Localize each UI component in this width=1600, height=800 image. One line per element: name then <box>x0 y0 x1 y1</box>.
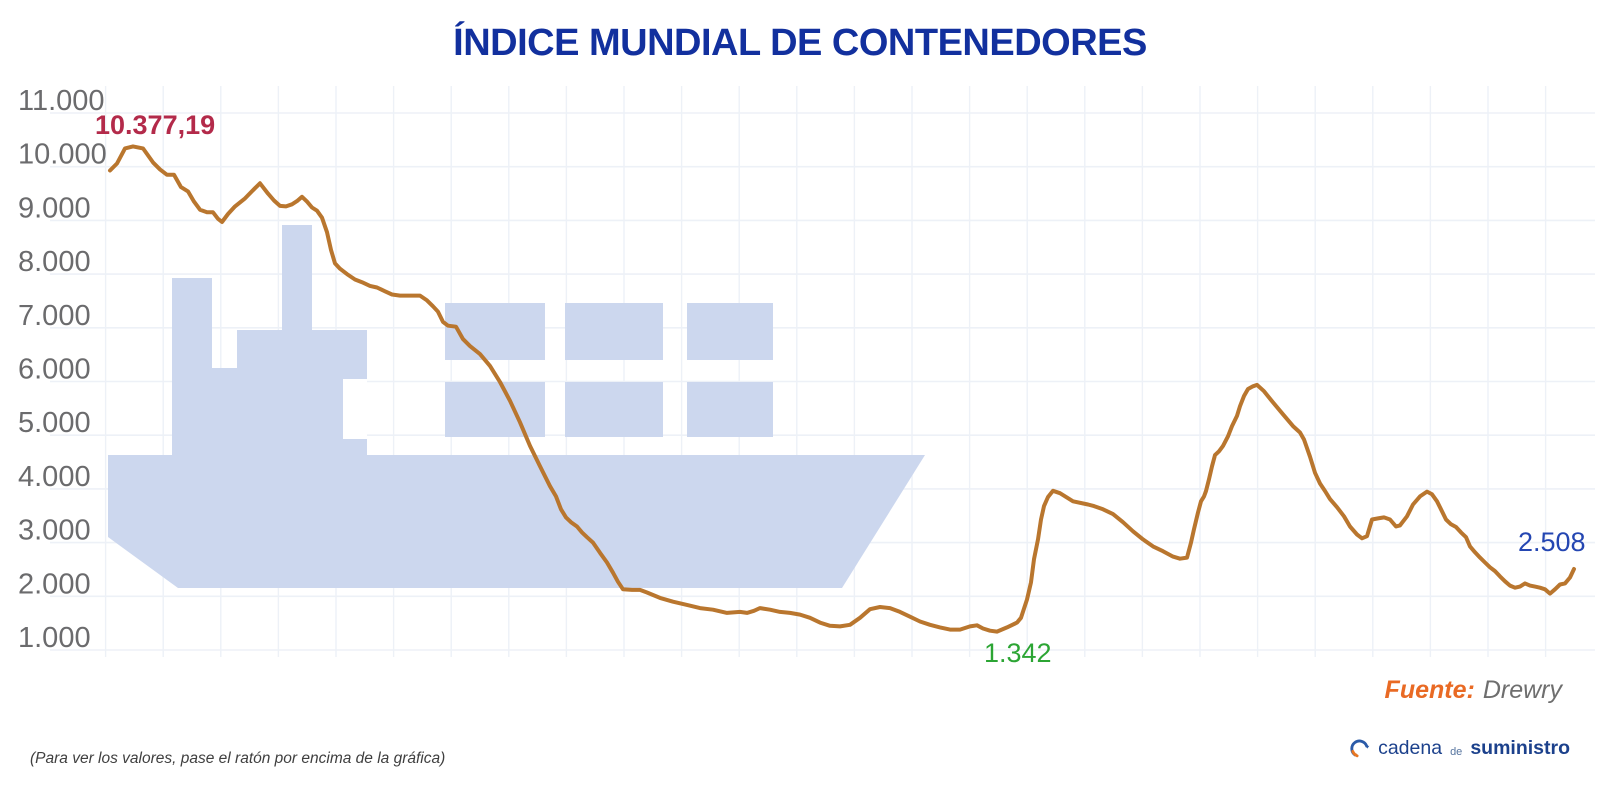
page-title: ÍNDICE MUNDIAL DE CONTENEDORES <box>453 22 1147 64</box>
ship-bridge-notch <box>343 379 367 439</box>
index-line-series <box>108 144 1576 634</box>
container-2 <box>565 303 663 360</box>
y-axis-label: 2.000 <box>18 568 91 600</box>
y-axis-labels: 11.000 10.000 9.000 8.000 7.000 6.000 5.000 4.0… <box>18 85 107 654</box>
logo-text-cadena: cadena <box>1378 737 1443 759</box>
circular-arrows-icon <box>1350 739 1370 758</box>
y-axis-label: 4.000 <box>18 461 91 493</box>
last-value-annotation: 2.508 <box>1518 527 1586 557</box>
container-ship-watermark <box>108 225 925 588</box>
source-value: Drewry <box>1482 676 1562 704</box>
container-6 <box>687 382 773 437</box>
y-axis-label: 11.000 <box>18 85 105 117</box>
y-axis-label: 1.000 <box>18 622 91 654</box>
y-axis-label: 5.000 <box>18 407 91 439</box>
hover-hint-footnote: (Para ver los valores, pase el ratón por… <box>30 750 446 767</box>
logo-text-de: de <box>1450 745 1463 758</box>
y-axis-label: 3.000 <box>18 515 91 547</box>
y-axis-label: 10.000 <box>18 139 107 171</box>
cadena-de-suministro-logo[interactable]: cadena de suministro <box>1348 737 1570 760</box>
y-axis-label: 9.000 <box>18 192 91 224</box>
container-1 <box>445 303 545 360</box>
y-axis-label: 8.000 <box>18 246 91 278</box>
container-5 <box>565 382 663 437</box>
ship-hull <box>108 455 925 588</box>
container-4 <box>445 382 545 437</box>
container-3 <box>687 303 773 360</box>
source-label: Fuente: <box>1384 676 1475 704</box>
ship-deckhouse <box>172 368 367 455</box>
max-value-annotation: 10.377,19 <box>95 110 216 140</box>
min-value-annotation: 1.342 <box>984 638 1052 668</box>
logo-text-suministro: suministro <box>1470 737 1570 759</box>
y-axis-label: 6.000 <box>18 354 91 386</box>
y-axis-label: 7.000 <box>18 300 91 332</box>
source-credit: Fuente: Drewry <box>1385 676 1562 705</box>
world-container-index-line[interactable] <box>108 144 1576 634</box>
